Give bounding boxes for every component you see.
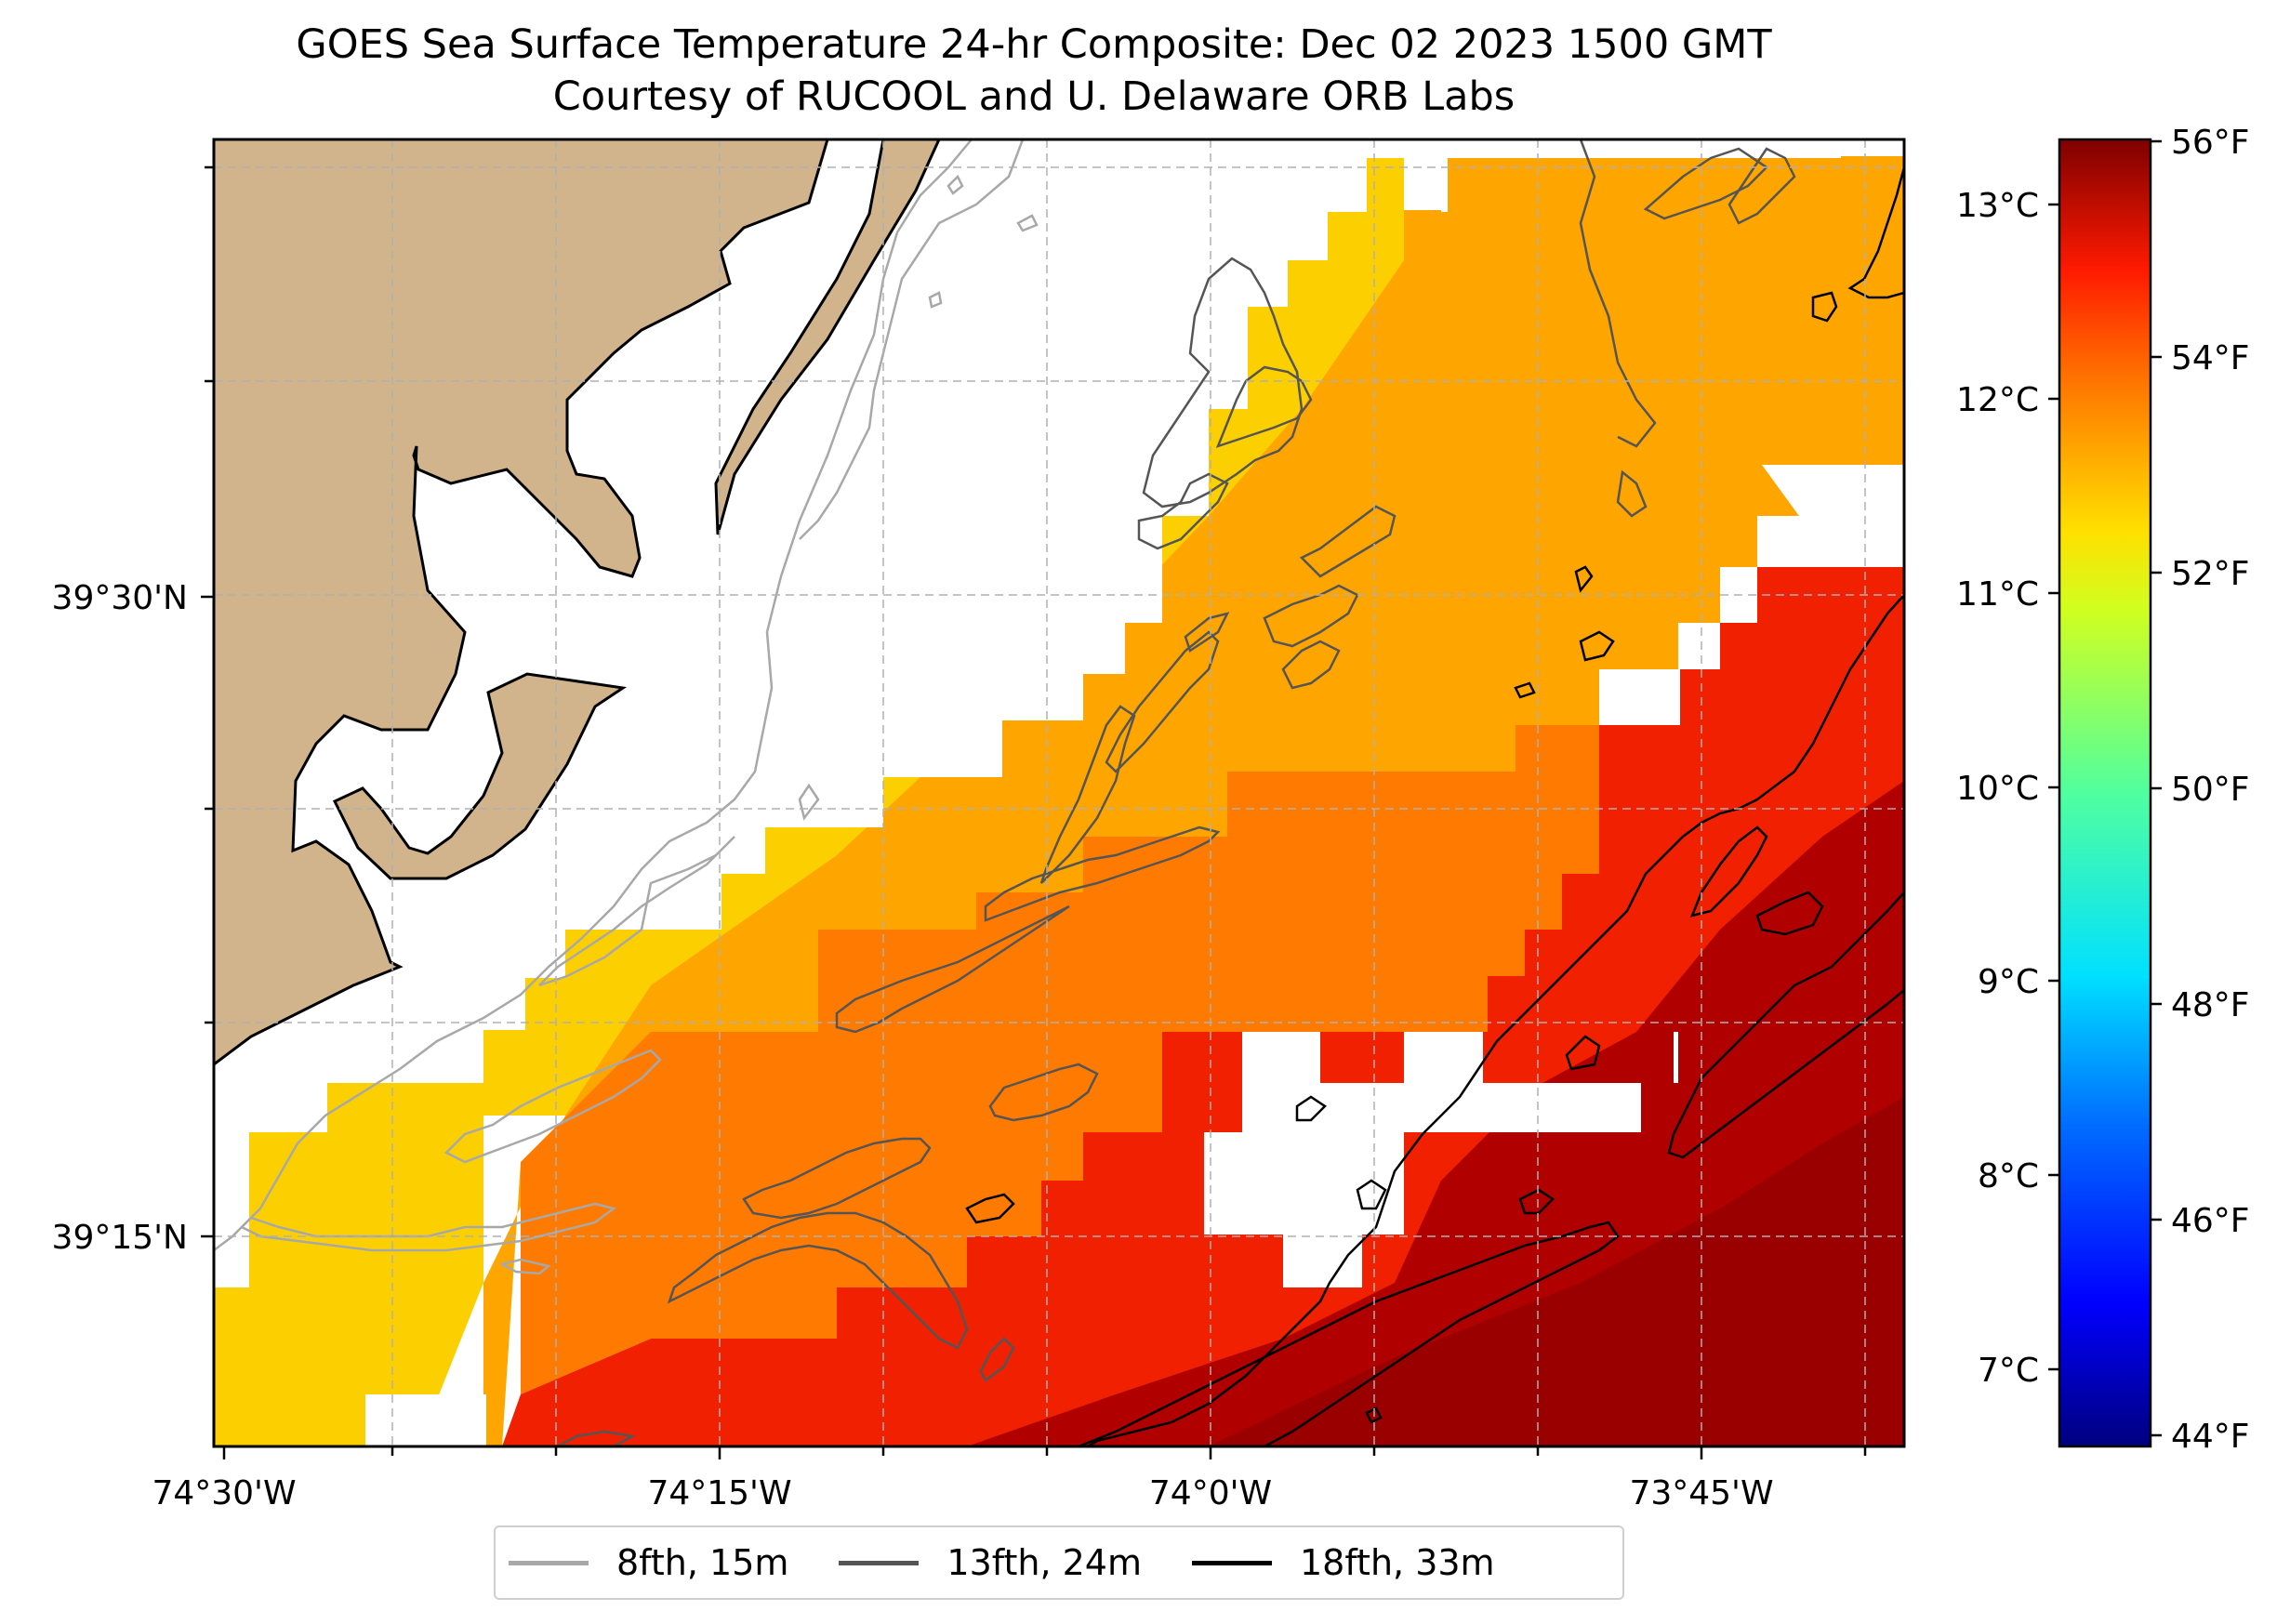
map-axis-ticks [201,165,1867,1459]
colorbar-fahrenheit-label: 56°F [2171,124,2250,162]
contour-legend: 8fth, 15m 13fth, 24m 18fth, 33m [494,1525,1624,1600]
sst-orange-region [483,139,1904,1446]
legend-item-8fth: 8fth, 15m [509,1542,788,1583]
legend-line-light-gray [509,1560,589,1565]
legend-item-13fth: 13fth, 24m [839,1542,1142,1583]
land-peninsula [332,672,628,880]
map-area [214,139,1904,1446]
colorbar-fahrenheit-label: 52°F [2171,555,2250,593]
colorbar-fahrenheit-label: 48°F [2171,986,2250,1024]
lat-tick-label: 39°15'N [52,1219,188,1257]
map-gridlines [214,139,1904,1446]
no-data-gap-southwest [365,1394,486,1446]
legend-label: 18fth, 33m [1299,1542,1495,1583]
colorbar-fahrenheit-label: 44°F [2171,1418,2250,1456]
legend-item-18fth: 18fth, 33m [1191,1542,1495,1583]
colorbar-fahrenheit-label: 46°F [2171,1202,2250,1240]
map-subtitle: Courtesy of RUCOOL and U. Delaware ORB L… [552,73,1516,120]
legend-label: 13fth, 24m [946,1542,1142,1583]
colorbar-celsius-label: 8°C [1978,1157,2039,1195]
colorbar [2058,138,2152,1448]
legend-line-black [1191,1560,1272,1565]
lon-tick-label: 74°0'W [1149,1474,1272,1512]
lon-tick-label: 74°15'W [647,1474,791,1512]
colorbar-fahrenheit-ticks [2151,139,2162,1437]
lon-tick-label: 73°45'W [1629,1474,1773,1512]
colorbar-celsius-label: 7°C [1978,1352,2039,1390]
sst-dark-orange-region [521,725,1599,1394]
sst-yellow-region [214,158,1441,1446]
colorbar-fahrenheit-label: 54°F [2171,339,2250,377]
map-title: GOES Sea Surface Temperature 24-hr Compo… [296,21,1772,68]
contour-13fth [557,139,1796,1446]
map-frame [212,138,1906,1448]
colorbar-celsius-label: 13°C [1956,187,2039,225]
contour-18fth [965,166,1904,1446]
colorbar-fahrenheit-label: 50°F [2171,771,2250,809]
colorbar-celsius-label: 10°C [1956,770,2039,808]
legend-line-dark-gray [839,1560,920,1565]
colorbar-celsius-ticks [2048,203,2059,1371]
contour-8fth [214,139,1039,1275]
lon-tick-label: 74°30'W [152,1474,296,1512]
land-mainland [214,139,829,1066]
colorbar-celsius-label: 11°C [1956,575,2039,614]
sst-deepest-red-region [1209,1097,1904,1446]
colorbar-celsius-label: 9°C [1978,963,2039,1001]
colorbar-celsius-label: 12°C [1956,381,2039,419]
lat-tick-label: 39°30'N [52,579,188,617]
legend-label: 8fth, 15m [616,1542,789,1583]
no-data-gap-center [1204,1032,1678,1287]
